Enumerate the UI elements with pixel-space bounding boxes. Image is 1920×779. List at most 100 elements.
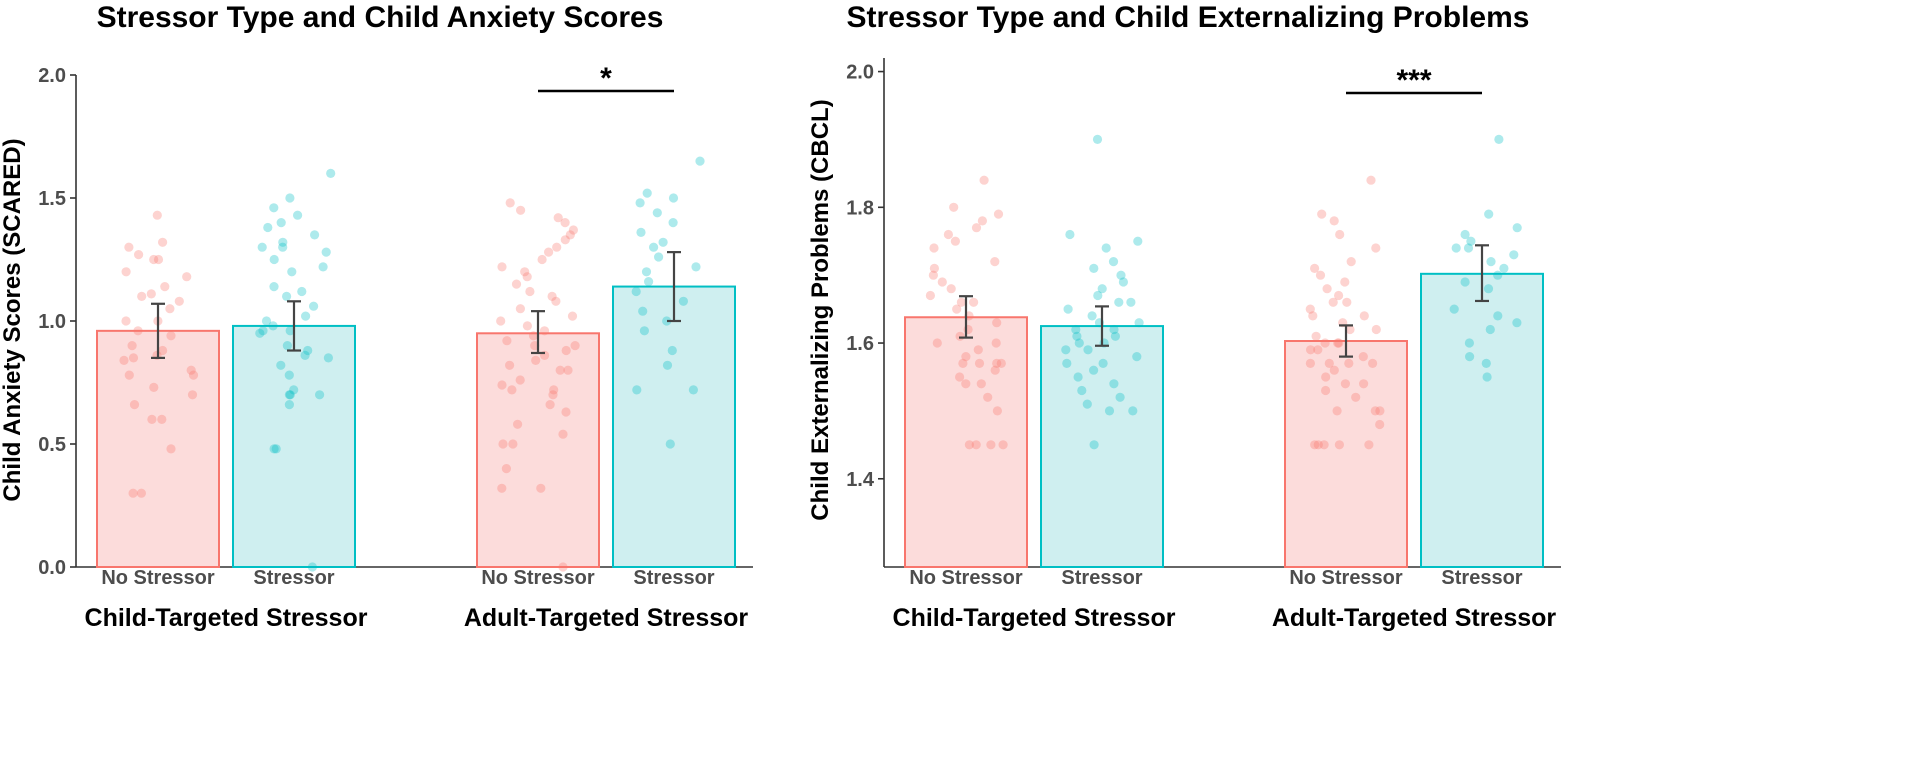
data-point: [631, 286, 641, 297]
data-point: [528, 331, 539, 341]
data-point: [1089, 263, 1099, 273]
data-point: [1110, 331, 1120, 341]
data-point: [1087, 311, 1097, 321]
data-point: [497, 483, 507, 493]
data-point: [1097, 284, 1107, 294]
data-point: [1463, 243, 1474, 253]
data-point: [522, 272, 532, 282]
data-point: [688, 385, 699, 395]
data-point: [153, 254, 164, 265]
data-point: [276, 218, 286, 228]
data-point: [508, 439, 518, 449]
data-point: [1332, 406, 1342, 416]
data-point: [297, 286, 307, 297]
data-point: [1317, 209, 1327, 219]
data-point: [1346, 257, 1356, 267]
data-point: [1128, 406, 1138, 416]
data-point: [300, 350, 310, 360]
bar: [1284, 340, 1408, 568]
x-category-label: No Stressor: [909, 567, 1023, 589]
chart-title: Stressor Type and Child Anxiety Scores: [97, 1, 664, 34]
data-point: [678, 296, 689, 306]
y-tick-label: 1.4: [846, 469, 875, 491]
data-point: [263, 222, 273, 233]
data-point: [636, 227, 646, 237]
data-point: [285, 390, 295, 400]
data-point: [667, 345, 677, 356]
data-point: [124, 242, 134, 252]
data-point: [278, 242, 288, 252]
data-point: [1359, 379, 1369, 389]
data-point: [1083, 345, 1093, 355]
data-point: [166, 444, 176, 454]
data-point: [545, 400, 555, 410]
data-point: [1486, 257, 1496, 267]
data-point: [928, 270, 939, 280]
data-point: [1306, 345, 1316, 355]
data-point: [1072, 331, 1082, 341]
data-point: [668, 193, 679, 203]
data-point: [186, 365, 196, 375]
data-point: [1375, 406, 1385, 416]
data-point: [287, 267, 297, 277]
group-label: Child-Targeted Stressor: [893, 604, 1176, 632]
data-point: [932, 338, 942, 348]
data-point: [326, 168, 336, 178]
data-point: [496, 316, 506, 326]
significance-marker: ***: [1396, 64, 1431, 97]
data-point: [497, 380, 507, 390]
data-point: [1464, 338, 1474, 348]
data-point: [639, 326, 650, 336]
data-point: [969, 297, 979, 307]
data-point: [187, 390, 198, 400]
data-point: [166, 331, 176, 341]
data-point: [649, 242, 659, 252]
data-point: [1351, 392, 1361, 402]
data-point: [1104, 406, 1115, 416]
data-point: [553, 213, 563, 223]
data-point: [128, 488, 138, 498]
data-point: [983, 392, 993, 402]
data-point: [1345, 324, 1355, 335]
data-point: [127, 341, 137, 351]
x-category-label: Stressor: [1441, 567, 1522, 589]
data-point: [1512, 223, 1522, 233]
data-point: [285, 193, 295, 203]
data-point: [276, 360, 286, 370]
data-point: [269, 254, 279, 265]
data-point: [1118, 277, 1128, 287]
data-point: [1313, 440, 1323, 450]
data-point: [561, 345, 571, 356]
data-point: [174, 296, 184, 306]
data-point: [658, 237, 668, 247]
data-point: [964, 440, 975, 450]
data-point: [1333, 338, 1343, 348]
bar: [232, 324, 356, 569]
data-point: [505, 198, 515, 208]
data-point: [979, 175, 989, 185]
data-point: [641, 267, 652, 277]
data-point: [1512, 318, 1522, 328]
x-category-label: No Stressor: [481, 567, 595, 589]
y-tick-label: 1.0: [38, 311, 66, 333]
data-point: [152, 210, 162, 220]
bar: [904, 316, 1028, 568]
data-point: [961, 379, 971, 389]
data-point: [537, 254, 547, 265]
data-point: [560, 218, 570, 228]
data-point: [522, 321, 533, 331]
data-point: [303, 345, 313, 356]
data-point: [1093, 290, 1103, 301]
y-tick-label: 1.8: [846, 197, 874, 219]
data-point: [269, 203, 279, 213]
data-point: [955, 372, 965, 382]
data-point: [1089, 440, 1099, 450]
data-point: [567, 311, 578, 321]
y-tick-label: 2.0: [846, 62, 874, 84]
data-point: [1328, 297, 1338, 307]
group-label: Adult-Targeted Stressor: [464, 604, 749, 632]
x-category-label: No Stressor: [1289, 567, 1403, 589]
data-point: [1092, 134, 1103, 144]
data-point: [977, 216, 988, 226]
data-point: [498, 439, 508, 449]
